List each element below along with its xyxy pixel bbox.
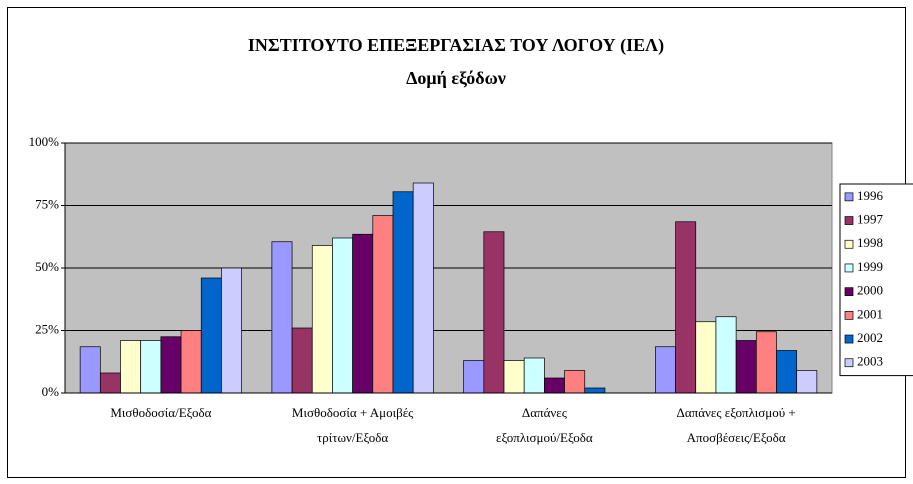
chart-title: ΙΝΣΤΙΤΟΥΤΟ ΕΠΕΞΕΡΓΑΣΙΑΣ ΤΟΥ ΛΟΓΟΥ (ΙΕΛ) — [248, 35, 664, 56]
bar — [311, 245, 333, 394]
bar — [160, 336, 182, 394]
y-tick-label: 100% — [29, 134, 60, 149]
bar — [99, 372, 121, 394]
x-tick-label: εξοπλισμού/Εξοδα — [496, 430, 593, 445]
bar — [776, 350, 798, 394]
legend-swatch — [844, 263, 854, 273]
bar — [291, 327, 313, 394]
legend-label: 2001 — [857, 306, 883, 321]
x-tick-label: Αποσβέσεις/Εξοδα — [687, 430, 786, 445]
x-tick-label: Μισθοδοσία/Εξοδα — [110, 405, 211, 420]
legend-label: 1999 — [857, 259, 883, 274]
legend-label: 2000 — [857, 283, 883, 298]
bar — [483, 231, 505, 394]
bar — [412, 182, 434, 394]
x-tick-label: Μισθοδοσία + Αμοιβές — [292, 405, 414, 420]
bar — [120, 340, 142, 394]
bar — [180, 330, 202, 394]
y-tick-label: 25% — [35, 321, 59, 336]
bar — [503, 360, 525, 394]
y-tick-label: 50% — [35, 259, 59, 274]
bar — [79, 346, 101, 394]
legend-label: 1996 — [857, 188, 884, 203]
legend-swatch — [844, 358, 854, 368]
bar — [675, 221, 697, 394]
legend-swatch — [844, 311, 854, 320]
bar — [564, 370, 586, 394]
legend-swatch — [844, 192, 854, 202]
legend-label: 1998 — [857, 235, 883, 250]
legend-swatch — [844, 216, 854, 225]
legend-swatch — [844, 334, 854, 344]
legend-label: 2002 — [857, 330, 883, 345]
bar — [332, 237, 353, 394]
bar — [655, 346, 676, 394]
bar — [755, 331, 777, 394]
bar — [392, 191, 414, 394]
bar — [463, 360, 485, 394]
bar — [584, 387, 606, 394]
y-tick-label: 75% — [35, 196, 59, 211]
x-tick-label: Δαπάνες — [522, 405, 568, 420]
legend-label: 2003 — [857, 354, 883, 369]
legend-swatch — [844, 287, 854, 296]
bar — [796, 370, 818, 394]
y-tick-label: 0% — [42, 384, 60, 399]
x-tick-label: Δαπάνες εξοπλισμού + — [676, 405, 795, 420]
bar — [140, 340, 162, 394]
bar — [352, 233, 374, 394]
bar — [271, 241, 293, 394]
legend-swatch — [844, 239, 854, 249]
bar — [544, 377, 565, 394]
legend-label: 1997 — [857, 212, 884, 227]
x-tick-label: τρίτων/Εξοδα — [317, 430, 388, 445]
legend-box — [839, 183, 913, 377]
bar — [695, 321, 717, 394]
chart-subtitle: Δομή εξόδων — [406, 68, 506, 89]
bar — [735, 340, 757, 394]
bar — [715, 316, 737, 394]
bar — [200, 277, 222, 394]
bar — [523, 357, 545, 394]
bar — [372, 215, 394, 394]
bar — [221, 267, 242, 394]
